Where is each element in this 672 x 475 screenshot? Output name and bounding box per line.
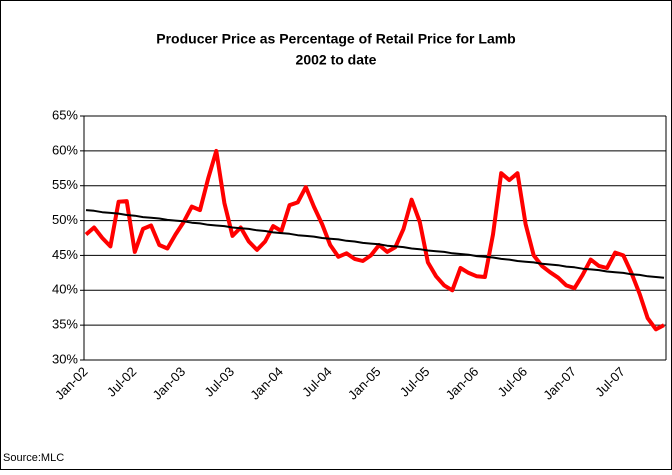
y-tick-label: 60% [52, 142, 78, 157]
y-tick-label: 30% [52, 351, 78, 366]
y-tick-label: 35% [52, 317, 78, 332]
y-tick-label: 50% [52, 212, 78, 227]
source-note: Source:MLC [3, 452, 64, 464]
data-line [84, 148, 665, 332]
chart-subtitle: 2002 to date [296, 52, 377, 68]
trend-line [85, 209, 665, 279]
chart-title: Producer Price as Percentage of Retail P… [156, 31, 515, 47]
y-tick-label: 45% [52, 247, 78, 262]
y-tick-label: 40% [52, 282, 78, 297]
y-tick-label: 65% [52, 107, 78, 122]
y-tick-label: 55% [52, 177, 78, 192]
